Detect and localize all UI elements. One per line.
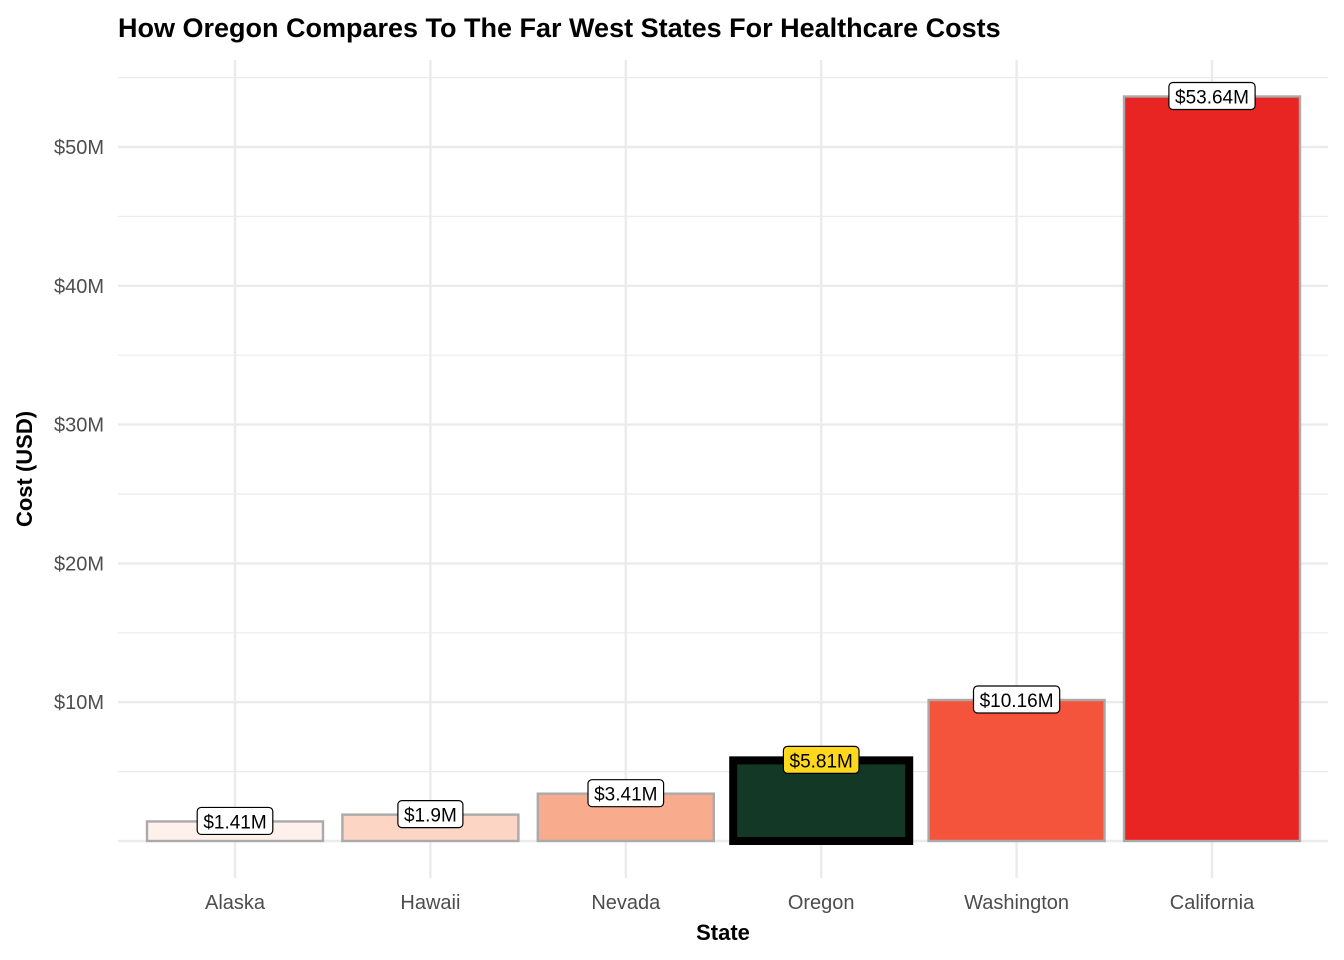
x-tick-label: Hawaii	[400, 892, 460, 914]
y-tick-label: $50M	[54, 137, 104, 159]
data-label-box	[972, 685, 1061, 714]
data-label-alaska: $1.41M	[196, 806, 274, 836]
x-axis-ticks: Alaska Hawaii Nevada Oregon Washington Califo…	[205, 892, 1255, 914]
data-label-box	[1168, 81, 1256, 111]
data-label-california: $53.64M	[1168, 81, 1256, 111]
data-label-text: $1.41M	[203, 812, 266, 833]
x-tick-label: California	[1170, 892, 1255, 914]
x-tick-label: Alaska	[205, 892, 266, 914]
bars	[145, 95, 1302, 845]
y-axis-label: Cost (USD)	[12, 411, 37, 527]
y-tick-label: $40M	[54, 276, 104, 298]
bar-california	[1122, 95, 1302, 843]
data-label-box	[196, 806, 274, 836]
data-label-text: $5.81M	[790, 751, 853, 772]
data-label-nevada: $3.41M	[587, 779, 665, 808]
data-label-hawaii: $1.9M	[397, 800, 464, 829]
data-label-box	[587, 779, 665, 808]
y-tick-label: $10M	[54, 692, 104, 714]
data-label-oregon: $5.81M	[782, 745, 860, 774]
data-label-box	[782, 745, 860, 774]
data-label-text: $10.16M	[980, 691, 1054, 712]
y-tick-label: $20M	[54, 553, 104, 575]
x-tick-label: Nevada	[591, 892, 661, 914]
data-labels: $1.41M $1.9M $3.41M $5.81M $10.16M $53.64M	[196, 81, 1256, 836]
y-axis-ticks: $10M $20M $30M $40M $50M	[54, 137, 104, 714]
bar-washington	[927, 698, 1106, 843]
x-tick-label: Washington	[964, 892, 1069, 914]
y-tick-label: $30M	[54, 415, 104, 437]
data-label-washington: $10.16M	[972, 685, 1061, 714]
chart-title: How Oregon Compares To The Far West Stat…	[118, 13, 1001, 43]
data-label-text: $53.64M	[1175, 87, 1249, 108]
x-axis-label: State	[696, 920, 750, 945]
data-label-text: $1.9M	[404, 806, 457, 827]
data-label-text: $3.41M	[594, 785, 657, 806]
x-tick-label: Oregon	[788, 892, 855, 914]
data-label-box	[397, 800, 464, 829]
